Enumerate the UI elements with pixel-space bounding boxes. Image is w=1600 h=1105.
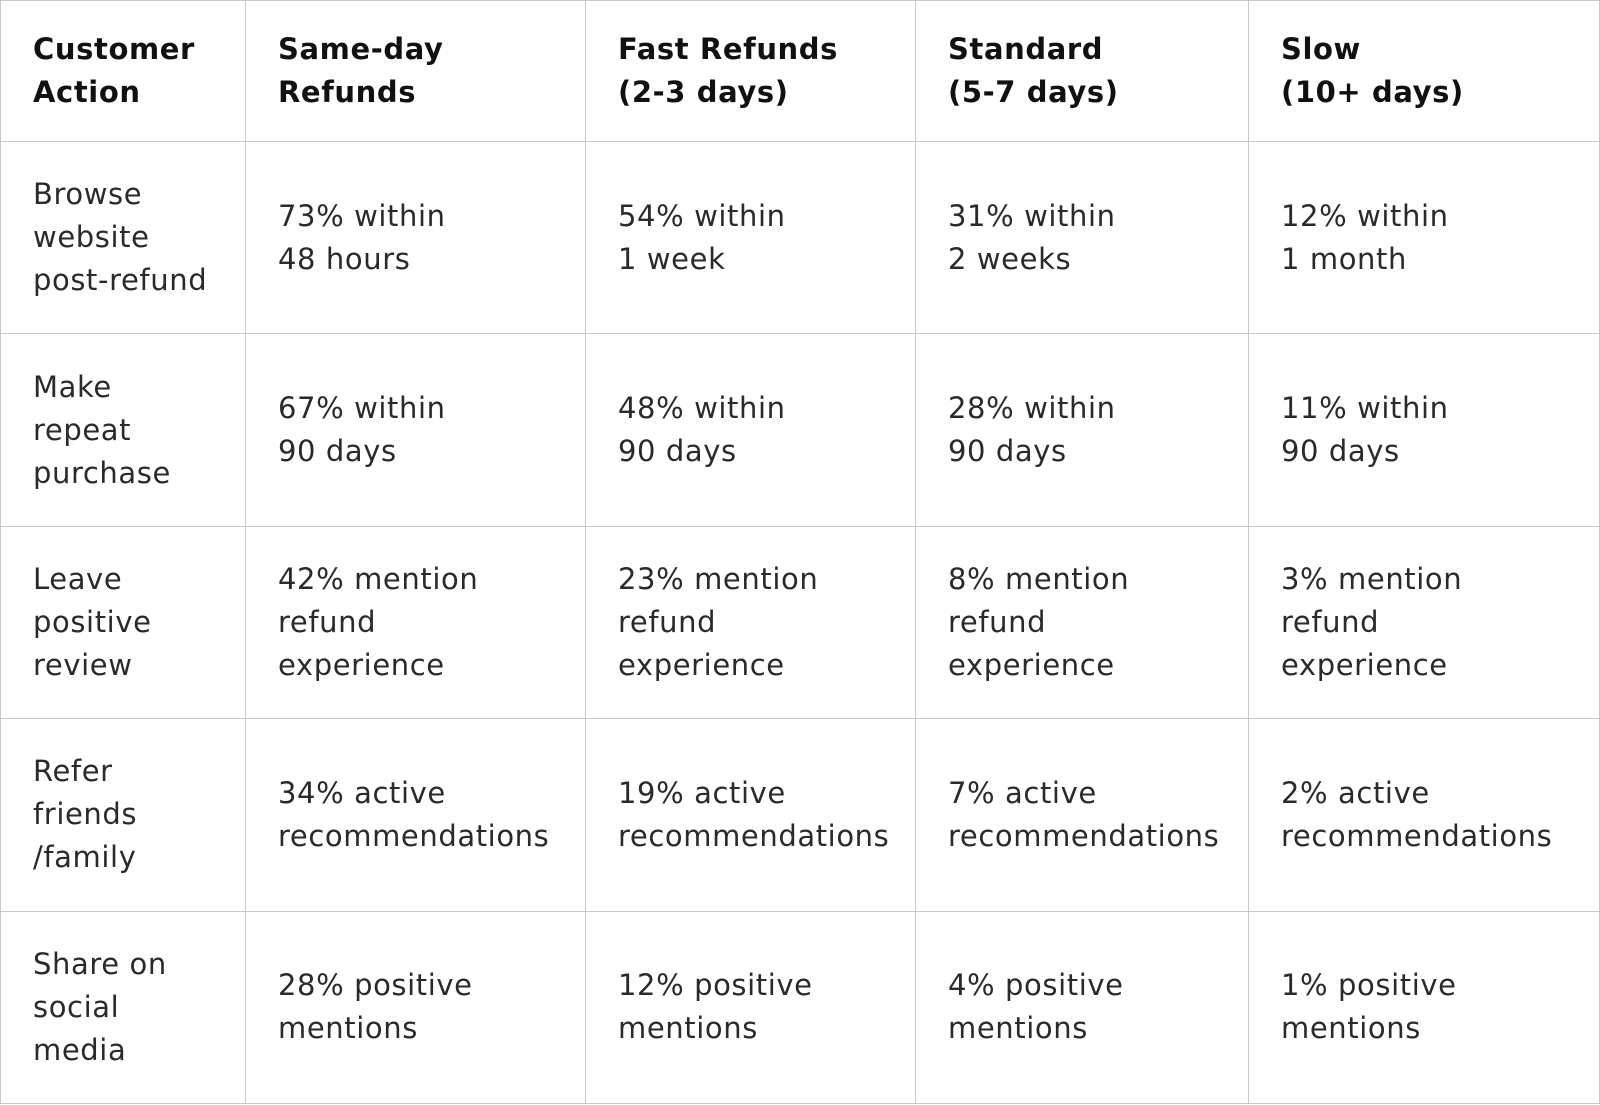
table-cell: 34% active recommendations (245, 718, 586, 912)
table-header: Customer Action Same-day Refunds Fast Re… (0, 0, 1600, 142)
table-body: Browse website post-refund 73% within 48… (0, 140, 1600, 1105)
row-label: Share on social media (0, 910, 246, 1105)
table-cell: 2% active recommendations (1248, 718, 1600, 912)
row-label: Make repeat purchase (0, 333, 246, 527)
table-cell: 23% mention refund experience (585, 525, 916, 720)
table-cell: 4% positive mentions (915, 910, 1249, 1105)
header-row: Customer Action Same-day Refunds Fast Re… (0, 0, 1600, 142)
table-cell: 3% mention refund experience (1248, 525, 1600, 720)
table-cell: 28% positive mentions (245, 910, 586, 1105)
header-same-day-refunds: Same-day Refunds (245, 0, 586, 142)
table-cell: 67% within 90 days (245, 333, 586, 527)
table-cell: 54% within 1 week (585, 140, 916, 335)
table-cell: 31% within 2 weeks (915, 140, 1249, 335)
table-row: Make repeat purchase 67% within 90 days … (0, 333, 1600, 527)
header-slow: Slow (10+ days) (1248, 0, 1600, 142)
table-row: Refer friends /family 34% active recomme… (0, 718, 1600, 912)
header-customer-action: Customer Action (0, 0, 246, 142)
table-cell: 48% within 90 days (585, 333, 916, 527)
table-cell: 12% within 1 month (1248, 140, 1600, 335)
table-cell: 8% mention refund experience (915, 525, 1249, 720)
table-cell: 1% positive mentions (1248, 910, 1600, 1105)
table-cell: 12% positive mentions (585, 910, 916, 1105)
table-cell: 42% mention refund experience (245, 525, 586, 720)
table-row: Share on social media 28% positive menti… (0, 910, 1600, 1105)
table-cell: 7% active recommendations (915, 718, 1249, 912)
row-label: Leave positive review (0, 525, 246, 720)
header-standard: Standard (5-7 days) (915, 0, 1249, 142)
table-row: Leave positive review 42% mention refund… (0, 525, 1600, 720)
header-fast-refunds: Fast Refunds (2-3 days) (585, 0, 916, 142)
table-cell: 19% active recommendations (585, 718, 916, 912)
table-row: Browse website post-refund 73% within 48… (0, 140, 1600, 335)
table-cell: 11% within 90 days (1248, 333, 1600, 527)
table-cell: 73% within 48 hours (245, 140, 586, 335)
table-cell: 28% within 90 days (915, 333, 1249, 527)
row-label: Browse website post-refund (0, 140, 246, 335)
row-label: Refer friends /family (0, 718, 246, 912)
